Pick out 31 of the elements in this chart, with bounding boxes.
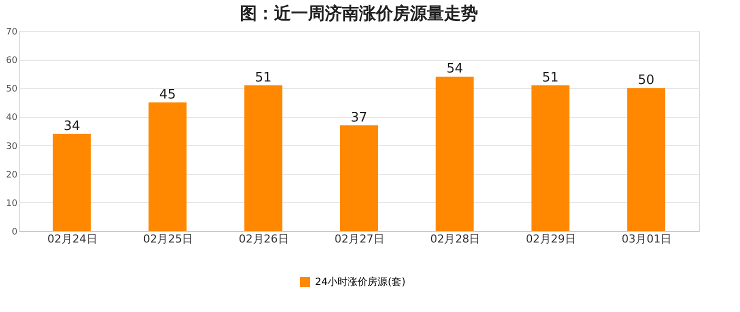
data-label: 50 — [638, 73, 654, 88]
x-tick-label: 02月26日 — [238, 232, 289, 246]
bar — [340, 125, 378, 231]
x-tick-label: 03月01日 — [622, 232, 672, 246]
y-tick-label: 30 — [6, 142, 18, 152]
x-tick-label: 02月28日 — [430, 232, 480, 246]
data-label: 34 — [64, 118, 80, 134]
bar — [531, 85, 570, 231]
y-tick-label: 40 — [6, 113, 18, 124]
x-tick-label: 02月25日 — [143, 232, 194, 246]
bar — [627, 88, 666, 231]
bar — [244, 85, 282, 231]
y-tick-label: 20 — [6, 170, 18, 180]
y-tick-label: 70 — [6, 28, 18, 38]
data-label: 51 — [542, 70, 559, 86]
y-tick-label: 0 — [12, 228, 18, 238]
x-tick-label: 02月24日 — [47, 232, 98, 246]
x-tick-label: 02月29日 — [526, 232, 576, 246]
data-label: 37 — [350, 110, 368, 126]
chart-title: 图：近一周济南涨价房源量走势 — [240, 4, 478, 24]
x-tick-label: 02月27日 — [334, 232, 384, 246]
legend-label: 24小时涨价房源(套) — [315, 276, 406, 288]
bar — [52, 134, 91, 231]
y-tick-label: 10 — [6, 198, 18, 209]
y-tick-label: 50 — [6, 84, 18, 95]
data-label: 51 — [255, 70, 272, 86]
bar — [148, 102, 187, 231]
bar — [436, 76, 474, 231]
y-tick-label: 60 — [6, 56, 18, 66]
data-label: 54 — [446, 62, 463, 77]
data-label: 45 — [159, 87, 176, 102]
